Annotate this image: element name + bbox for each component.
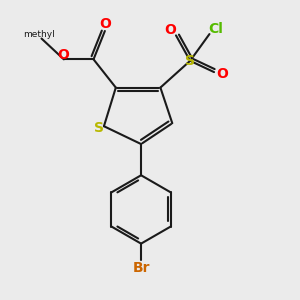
Text: Br: Br <box>132 261 150 275</box>
Text: methyl: methyl <box>23 30 54 39</box>
Text: S: S <box>185 54 195 68</box>
Text: O: O <box>57 48 69 62</box>
Text: O: O <box>164 22 176 37</box>
Text: O: O <box>100 17 111 31</box>
Text: O: O <box>216 67 228 81</box>
Text: S: S <box>94 121 103 135</box>
Text: Cl: Cl <box>208 22 223 36</box>
